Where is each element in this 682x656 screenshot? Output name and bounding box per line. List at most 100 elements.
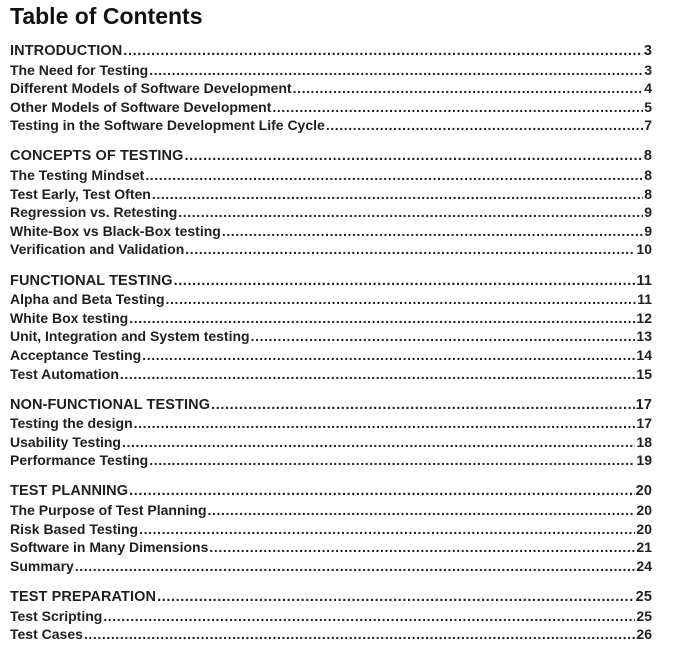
dot-leader [185, 240, 635, 259]
toc-section-heading[interactable]: NON-FUNCTIONAL TESTING 17 [10, 396, 652, 415]
toc-entry[interactable]: Unit, Integration and System testing 13 [10, 327, 652, 346]
toc-entry[interactable]: White-Box vs Black-Box testing 9 [10, 222, 652, 241]
dot-leader [208, 501, 636, 520]
toc-page-number: 8 [644, 167, 652, 184]
toc-page-number: 8 [644, 185, 652, 202]
dot-leader [293, 79, 644, 98]
toc-entry-label: TEST PLANNING [10, 483, 129, 500]
toc-entry-label: NON-FUNCTIONAL TESTING [10, 396, 211, 413]
dot-leader [129, 309, 635, 328]
dot-leader [174, 272, 636, 291]
dot-leader [166, 290, 637, 309]
toc-entry[interactable]: Test Scripting 25 [10, 607, 652, 626]
toc-page-number: 20 [635, 483, 652, 500]
toc-entry-label: Test Cases [10, 626, 83, 643]
toc-entry[interactable]: Testing in the Software Development Life… [10, 116, 652, 135]
toc-entry[interactable]: The Purpose of Test Planning 20 [10, 501, 652, 520]
toc-section: TEST PLANNING20The Purpose of Test Plann… [10, 482, 652, 575]
dot-leader [145, 166, 643, 185]
toc-page-number: 25 [636, 607, 652, 624]
toc-entry[interactable]: Risk Based Testing 20 [10, 520, 652, 539]
dot-leader [75, 557, 636, 576]
toc-section-heading[interactable]: INTRODUCTION 3 [10, 42, 652, 61]
dot-leader [185, 147, 643, 166]
dot-leader [149, 61, 643, 80]
dot-leader [326, 116, 643, 135]
toc-section-heading[interactable]: FUNCTIONAL TESTING 11 [10, 272, 652, 291]
toc-entry[interactable]: Other Models of Software Development 5 [10, 98, 652, 117]
toc-entry[interactable]: Usability Testing 18 [10, 433, 652, 452]
toc-section: TEST PREPARATION25Test Scripting25Test C… [10, 588, 652, 644]
toc-section: NON-FUNCTIONAL TESTING17Testing the desi… [10, 396, 652, 470]
dot-leader [152, 185, 643, 204]
toc-section: INTRODUCTION3The Need for Testing3Differ… [10, 42, 652, 135]
toc-page-number: 12 [636, 309, 652, 326]
toc-entry[interactable]: Software in Many Dimensions 21 [10, 538, 652, 557]
toc-entry[interactable]: Alpha and Beta Testing 11 [10, 290, 652, 309]
toc-entry-label: Test Automation [10, 365, 119, 382]
toc-entry-label: The Purpose of Test Planning [10, 502, 207, 519]
toc-page-number: 21 [636, 539, 652, 556]
toc-entry[interactable]: Regression vs. Retesting 9 [10, 203, 652, 222]
toc-page-number: 20 [636, 502, 652, 519]
toc-page-number: 10 [636, 241, 652, 258]
toc-entry-label: Usability Testing [10, 433, 121, 450]
toc-entry-label: FUNCTIONAL TESTING [10, 272, 173, 289]
toc-entry-label: The Need for Testing [10, 61, 149, 78]
toc-entry-label: Acceptance Testing [10, 346, 142, 363]
toc-section-heading[interactable]: TEST PREPARATION 25 [10, 588, 652, 607]
dot-leader [103, 607, 635, 626]
dot-leader [149, 451, 635, 470]
toc-entry-label: Testing the design [10, 415, 133, 432]
toc-section-heading[interactable]: CONCEPTS OF TESTING 8 [10, 147, 652, 166]
toc-entry[interactable]: Different Models of Software Development… [10, 79, 652, 98]
toc-page-number: 15 [636, 365, 652, 382]
toc-page-number: 7 [644, 117, 652, 134]
toc-entry[interactable]: Test Cases 26 [10, 625, 652, 644]
toc-entry-label: Regression vs. Retesting [10, 204, 178, 221]
toc-page-number: 5 [644, 98, 652, 115]
dot-leader [178, 203, 643, 222]
toc-entry[interactable]: The Testing Mindset 8 [10, 166, 652, 185]
toc-entry-label: Other Models of Software Development [10, 98, 272, 115]
dot-leader [134, 414, 636, 433]
toc-entry[interactable]: Testing the design 17 [10, 414, 652, 433]
toc-entry[interactable]: Test Early, Test Often 8 [10, 185, 652, 204]
toc-entry-label: White-Box vs Black-Box testing [10, 222, 221, 239]
dot-leader [120, 365, 636, 384]
toc-page-number: 20 [636, 520, 652, 537]
toc-section-heading[interactable]: TEST PLANNING 20 [10, 482, 652, 501]
dot-leader [157, 588, 635, 607]
toc-entry-label: Verification and Validation [10, 241, 185, 258]
toc-page-number: 3 [643, 43, 652, 59]
toc-entry-label: The Testing Mindset [10, 167, 145, 184]
dot-leader [129, 482, 635, 501]
toc-entry[interactable]: Test Automation 15 [10, 365, 652, 384]
toc-page-number: 14 [636, 346, 652, 363]
toc-page-number: 3 [644, 61, 652, 78]
toc-entry[interactable]: Performance Testing 19 [10, 451, 652, 470]
toc-entry-label: Unit, Integration and System testing [10, 328, 250, 345]
toc-entry-label: White Box testing [10, 309, 129, 326]
toc-entry[interactable]: The Need for Testing 3 [10, 61, 652, 80]
dot-leader [123, 42, 642, 61]
toc-entry[interactable]: Summary 24 [10, 557, 652, 576]
toc-entry-label: Test Scripting [10, 607, 103, 624]
toc-page-number: 18 [636, 433, 652, 450]
dot-leader [139, 520, 635, 539]
toc-page-number: 24 [636, 557, 652, 574]
toc-entry-label: Testing in the Software Development Life… [10, 117, 325, 134]
toc-entry-label: Software in Many Dimensions [10, 539, 209, 556]
toc-page-number: 9 [644, 222, 652, 239]
toc-page-number: 17 [635, 396, 652, 413]
dot-leader [272, 98, 643, 117]
toc-entry[interactable]: Verification and Validation 10 [10, 240, 652, 259]
toc-entry-label: Summary [10, 557, 74, 574]
toc-entry[interactable]: Acceptance Testing 14 [10, 346, 652, 365]
toc-page-number: 25 [635, 588, 652, 605]
toc-page-number: 17 [636, 415, 652, 432]
toc-page-number: 4 [644, 80, 652, 97]
dot-leader [222, 222, 643, 241]
toc-entry-label: Different Models of Software Development [10, 80, 292, 97]
toc-entry[interactable]: White Box testing 12 [10, 309, 652, 328]
